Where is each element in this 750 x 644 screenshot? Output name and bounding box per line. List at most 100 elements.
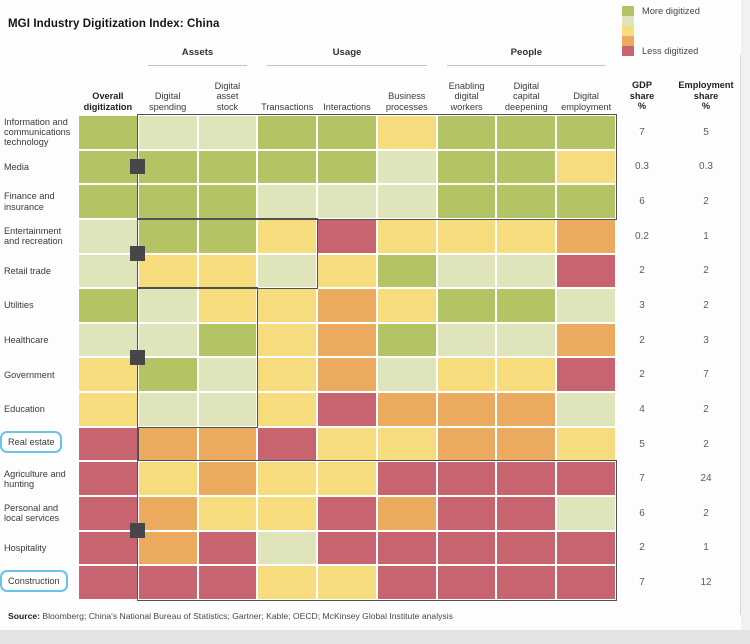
heatmap-cell [257,392,318,427]
employment-share-value: 1 [703,230,709,242]
gdp-share-value: 2 [639,265,645,277]
employment-share-value: 2 [703,403,709,415]
column-header: Enabling digital workers [448,81,485,112]
viewer-right-strip [741,0,750,644]
heatmap-cell [496,115,557,150]
heatmap-cell [556,322,616,358]
heatmap-cell [78,253,138,289]
heatmap-cell [137,184,198,219]
column-header: Digital asset stock [214,81,241,112]
heatmap-cell [436,565,497,600]
heatmap-cell [257,565,318,600]
heatmap-cell [436,357,497,393]
row-label-government: Government [4,369,55,380]
heatmap-cell [556,496,616,531]
heatmap-cell [197,530,258,566]
gdp-share-value: 7 [639,473,645,485]
step-line-handle[interactable] [130,523,146,539]
heatmap-cell [78,184,138,219]
heatmap-cell [317,461,377,497]
heatmap-cell [496,357,557,393]
heatmap-cell [496,184,557,219]
heatmap-cell [436,530,497,566]
employment-share-value: 12 [700,577,712,589]
heatmap-cell [436,461,497,497]
gdp-share-value: 0.2 [635,230,649,242]
heatmap-cell [317,530,377,566]
row-label-retail-trade: Retail trade [4,265,51,276]
heatmap-cell [137,322,198,358]
gdp-share-value: 2 [639,542,645,554]
heatmap-cell [496,149,557,185]
heatmap-cell [317,322,377,358]
column-group-underline [147,65,248,66]
heatmap-cell [197,218,258,254]
heatmap-cell [317,218,377,254]
heatmap-cell [78,357,138,393]
row-label-utilities: Utilities [4,300,34,311]
row-label-education: Education [4,404,45,415]
column-header: Digital employment [561,91,612,112]
row-label-media: Media [4,161,30,172]
column-group-assets: Assets [181,47,214,58]
heatmap-cell [137,253,198,289]
column-header: Transactions [261,101,314,112]
heatmap-cell [257,218,318,254]
source-label: Source: [8,611,40,621]
heatmap-cell [496,288,557,323]
heatmap-cell [317,565,377,600]
heatmap-cell [137,115,198,150]
heatmap-cell [376,253,437,289]
heatmap-cell [496,565,557,600]
row-label-construction[interactable]: Construction [0,569,68,592]
step-line-handle[interactable] [130,246,146,262]
heatmap-cell [78,461,138,497]
heatmap-cell [257,288,318,323]
heatmap-cell [317,288,377,323]
heatmap-cell [376,357,437,393]
heatmap-cell [78,426,138,462]
heatmap-cell [496,496,557,531]
heatmap-cell [137,149,198,185]
heatmap-cell [257,496,318,531]
heatmap-cell [496,253,557,289]
column-header: Overall digitization [83,91,133,112]
heatmap-cell [376,288,437,323]
step-line-handle[interactable] [130,159,146,175]
source-text: Bloomberg; China's National Bureau of St… [42,611,453,621]
heatmap-cell [78,288,138,323]
heatmap-cell [436,426,497,462]
legend-swatch [622,36,634,46]
heatmap-cell [436,496,497,531]
gdp-share-value: 6 [639,507,645,519]
heatmap-cell [556,426,616,462]
source-note: Source: Bloomberg; China's National Bure… [8,611,453,621]
heatmap-cell [496,530,557,566]
row-label-real-estate[interactable]: Real estate [0,431,63,454]
heatmap-cell [78,496,138,531]
column-group-underline [267,65,427,66]
heatmap-cell [556,218,616,254]
heatmap-cell [317,253,377,289]
step-line-handle[interactable] [130,349,146,365]
gdp-share-value: 2 [639,369,645,381]
legend-swatch [622,46,634,56]
heatmap-cell [436,115,497,150]
heatmap-cell [137,218,198,254]
employment-share-value: 5 [703,126,709,138]
heatmap-cell [496,218,557,254]
heatmap-cell [436,322,497,358]
heatmap-cell [257,184,318,219]
heatmap-cell [257,426,318,462]
step-line-segment [136,426,139,462]
column-header: Digital capital deepening [504,81,548,112]
heatmap-cell [436,288,497,323]
column-header: Digital spending [149,91,187,112]
heatmap-cell [496,392,557,427]
heatmap-cell [197,253,258,289]
heatmap-cell [496,322,557,358]
column-header: Business processes [385,91,428,112]
row-label-healthcare: Healthcare [4,335,49,346]
gdp-share-value: 2 [639,334,645,346]
heatmap-cell [78,565,138,600]
